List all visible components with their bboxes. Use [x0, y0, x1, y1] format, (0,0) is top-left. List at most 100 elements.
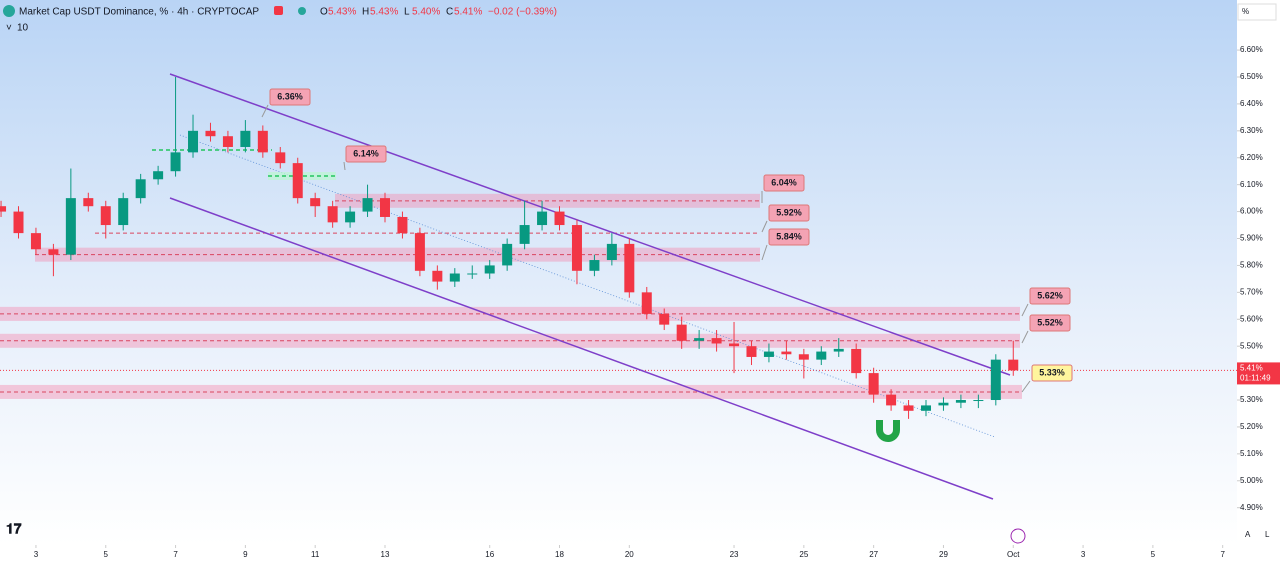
candle-body — [711, 338, 722, 344]
x-tick-label: 27 — [869, 550, 878, 559]
candle-body — [188, 130, 199, 153]
label-text: 5.92% — [776, 207, 802, 217]
candle-body — [310, 198, 321, 207]
candle-body — [170, 152, 181, 172]
label-box — [1029, 314, 1071, 332]
unit-box[interactable] — [1237, 3, 1277, 21]
level-labels: 6.36% 6.14% 6.04% 5.92% 5.84% 5.62% 5.52% 5.33% — [261, 88, 1073, 393]
candle-body — [990, 359, 1001, 401]
candle-body — [624, 243, 635, 293]
label-text: 5.84% — [776, 231, 802, 241]
candle-body — [641, 292, 652, 314]
candle-body — [571, 225, 582, 271]
label-pointer — [1021, 380, 1031, 393]
candles — [0, 76, 1019, 419]
label-text: 6.36% — [277, 91, 303, 101]
candle-body — [397, 216, 408, 234]
legend-key: L — [404, 7, 410, 18]
candle-body — [763, 351, 774, 357]
y-tick-label: 6.60% — [1240, 45, 1263, 54]
candle-body — [48, 249, 59, 255]
y-tick-label: 5.30% — [1240, 395, 1263, 404]
candle-body — [240, 130, 251, 147]
label-pointer — [761, 220, 768, 233]
candle-body — [903, 405, 914, 411]
candle-body — [449, 273, 460, 282]
label-box — [269, 88, 311, 106]
x-tick-label: 7 — [1220, 550, 1225, 559]
y-tick-label: 6.20% — [1240, 153, 1263, 162]
legend-change: −0.02 (−0.39%) — [488, 7, 557, 18]
candle-body — [676, 324, 687, 341]
candle-body — [292, 163, 303, 199]
unit-label: % — [1242, 7, 1249, 16]
candle-body — [275, 152, 286, 164]
status-dot — [298, 7, 306, 15]
candle-body — [153, 171, 164, 180]
y-tick-label: 5.90% — [1240, 234, 1263, 243]
label-text: 6.14% — [353, 148, 379, 158]
label-text: 6.04% — [771, 177, 797, 187]
x-tick-label: 9 — [243, 550, 248, 559]
x-tick-label: Oct — [1007, 550, 1020, 559]
candle-body — [222, 136, 233, 147]
x-tick-label: 18 — [555, 550, 564, 559]
price-axis-background — [1237, 0, 1280, 563]
candle-body — [379, 198, 390, 217]
indicator-value: 10 — [17, 23, 29, 34]
zones — [0, 193, 1237, 399]
channel-mid — [179, 134, 996, 438]
x-tick-label: 23 — [730, 550, 739, 559]
candle-body — [851, 348, 862, 374]
indicator-caret: ˅ — [6, 23, 12, 34]
candle-body — [467, 273, 478, 275]
label-box — [768, 204, 810, 222]
y-tick-label: 5.70% — [1240, 287, 1263, 296]
zone — [0, 333, 1020, 348]
candle-body — [118, 198, 129, 226]
x-tick-label: 7 — [173, 550, 178, 559]
scale-button[interactable]: L — [1265, 530, 1270, 539]
candle-body — [798, 354, 809, 360]
candle-body — [502, 243, 513, 266]
y-tick-label: 5.20% — [1240, 422, 1263, 431]
channel-top — [169, 73, 1011, 376]
event-icon[interactable] — [1010, 528, 1026, 544]
candle-body — [938, 402, 949, 406]
label-box — [1031, 364, 1073, 382]
candle-body — [955, 400, 966, 403]
candle-body — [519, 225, 530, 244]
y-tick-label: 6.40% — [1240, 99, 1263, 108]
candle-body — [257, 130, 268, 153]
candle-body — [746, 346, 757, 357]
candle-body — [921, 405, 932, 411]
label-pointer — [343, 161, 346, 171]
x-tick-label: 3 — [1081, 550, 1086, 559]
legend-value: 5.41% — [454, 7, 482, 18]
candle-body — [537, 211, 548, 226]
axes: 4.90%5.00%5.10%5.20%5.30%5.40%5.50%5.60%… — [34, 45, 1280, 559]
logo — [3, 5, 15, 17]
flag[interactable] — [274, 6, 283, 15]
candle-body — [362, 198, 373, 212]
x-tick-label: 3 — [34, 550, 39, 559]
legend-value: 5.43% — [370, 7, 398, 18]
candle-body — [886, 394, 897, 406]
candle-body — [205, 130, 216, 137]
candle-body — [589, 260, 600, 271]
y-tick-label: 5.00% — [1240, 476, 1263, 485]
candle-body — [135, 179, 146, 199]
zone — [0, 306, 1020, 321]
x-tick-label: 11 — [311, 550, 320, 559]
legend-value: 5.40% — [412, 7, 440, 18]
label-box — [345, 145, 387, 163]
candle-body — [414, 233, 425, 271]
y-tick-label: 5.10% — [1240, 449, 1263, 458]
x-tick-label: 5 — [1151, 550, 1156, 559]
magnet-icon — [876, 420, 900, 442]
label-pointer — [1021, 303, 1029, 317]
legend-value: 5.43% — [328, 7, 356, 18]
scale-button[interactable]: A — [1245, 530, 1251, 539]
x-tick-label: 5 — [104, 550, 109, 559]
